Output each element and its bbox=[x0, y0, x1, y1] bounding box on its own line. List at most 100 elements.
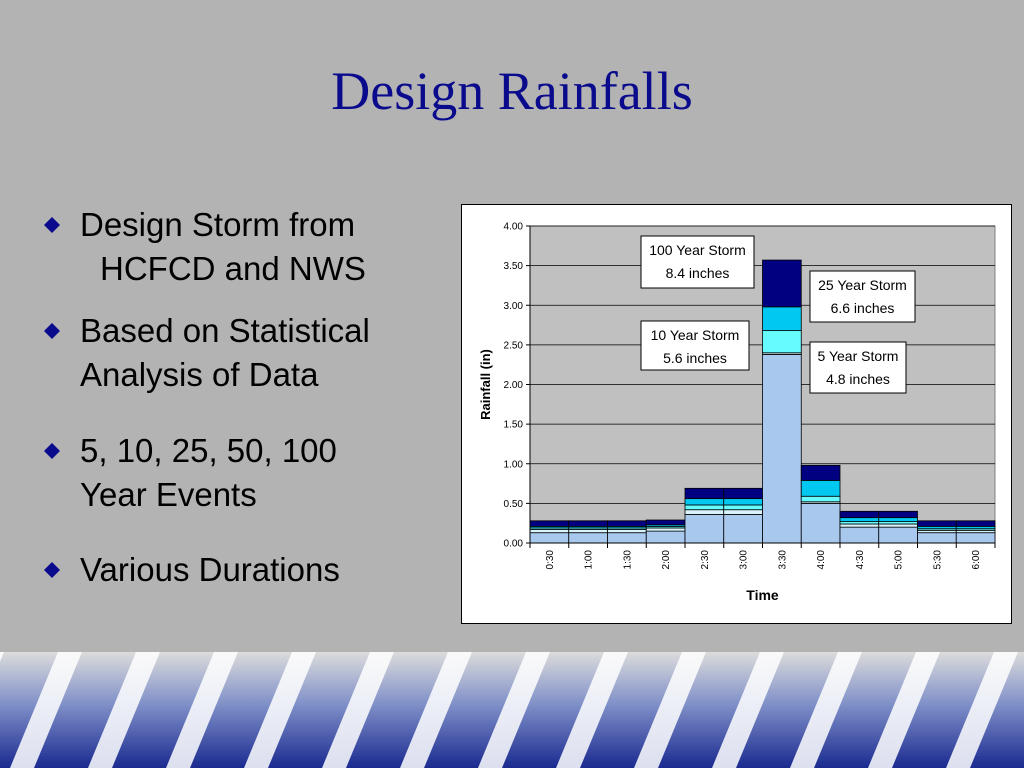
bar-segment bbox=[568, 520, 608, 527]
bullet-text: Design Storm from HCFCD and NWS bbox=[80, 203, 366, 291]
x-tick-label: 2:00 bbox=[661, 550, 672, 570]
y-tick-label: 3.50 bbox=[504, 261, 524, 272]
x-tick-label: 5:30 bbox=[932, 550, 943, 570]
diagonal-stripe bbox=[868, 652, 940, 768]
y-tick-label: 0.50 bbox=[504, 499, 524, 510]
bullet-text: 5, 10, 25, 50, 100 Year Events bbox=[80, 429, 337, 517]
diamond-bullet-icon bbox=[44, 562, 60, 578]
rainfall-chart: 0.00 0.50 1.00 1.50 2.00 2.50 3.00 3.50 4.00 0:30… bbox=[478, 222, 996, 603]
bar-segment bbox=[568, 532, 608, 544]
bar-segment bbox=[800, 495, 841, 503]
diagonal-stripe bbox=[0, 652, 4, 662]
diagonal-stripe bbox=[712, 652, 784, 768]
annotation-text: 10 Year Storm bbox=[651, 327, 740, 343]
x-tick-label: 5:00 bbox=[894, 550, 905, 570]
x-tick-label: 3:00 bbox=[739, 550, 750, 570]
bar-segment bbox=[723, 509, 763, 515]
annotation-box bbox=[809, 341, 907, 394]
x-tick-label: 1:30 bbox=[622, 550, 633, 570]
diamond-bullet-icon bbox=[44, 323, 60, 339]
bullet-line: Year Events bbox=[80, 476, 257, 513]
bar-segment bbox=[684, 487, 725, 500]
x-tick-label: 6:00 bbox=[971, 550, 982, 570]
y-tick-label: 3.00 bbox=[504, 301, 524, 312]
bar-segment bbox=[800, 479, 841, 497]
bar-segment bbox=[723, 514, 763, 544]
bar-segment bbox=[723, 487, 763, 500]
y-tick-label: 2.00 bbox=[504, 380, 524, 391]
x-tick-label: 2:30 bbox=[700, 550, 711, 570]
bar-segment bbox=[878, 526, 918, 544]
diamond-bullet-icon bbox=[44, 443, 60, 459]
x-tick-label: 4:00 bbox=[816, 550, 827, 570]
x-tick-label: 1:00 bbox=[584, 550, 595, 570]
bar-segment bbox=[917, 520, 957, 527]
bar-segment bbox=[878, 517, 918, 523]
bar-segment bbox=[839, 526, 880, 544]
bar-segment bbox=[878, 510, 918, 519]
y-tick-label: 4.00 bbox=[504, 222, 524, 233]
bullet-line: Design Storm from bbox=[80, 206, 356, 243]
bar-segment bbox=[568, 529, 608, 534]
diagonal-stripe bbox=[790, 652, 862, 768]
diagonal-stripe bbox=[478, 652, 550, 768]
footer-decoration bbox=[0, 652, 1024, 768]
bar-segment bbox=[684, 504, 725, 511]
annotation-text: 100 Year Storm bbox=[649, 242, 746, 258]
bar-segment bbox=[607, 520, 647, 527]
bar-segment bbox=[839, 510, 880, 519]
bar-segment bbox=[839, 517, 880, 523]
bar-segment bbox=[529, 532, 570, 544]
annotation-box bbox=[809, 270, 916, 323]
diagonal-stripe bbox=[10, 652, 82, 768]
annotation-text: 8.4 inches bbox=[666, 265, 730, 281]
y-tick-label: 1.50 bbox=[504, 420, 524, 431]
annotation-text: 4.8 inches bbox=[826, 371, 890, 387]
diagonal-stripe bbox=[946, 652, 1018, 768]
bar-segment bbox=[762, 353, 802, 544]
y-tick-label: 2.50 bbox=[504, 340, 524, 351]
x-tick-label: 0:30 bbox=[545, 550, 556, 570]
bar-segment bbox=[607, 529, 647, 534]
bullet-line: Various Durations bbox=[80, 551, 340, 588]
bar-segment bbox=[723, 498, 763, 506]
diagonal-stripe bbox=[322, 652, 394, 768]
annotation-text: 25 Year Storm bbox=[818, 277, 907, 293]
bullet-line: HCFCD and NWS bbox=[100, 250, 366, 287]
y-tick-label: 0.00 bbox=[504, 539, 524, 550]
bar-segment bbox=[529, 529, 570, 534]
diagonal-stripe bbox=[556, 652, 628, 768]
diagonal-stripe bbox=[244, 652, 316, 768]
bar-segment bbox=[684, 514, 725, 544]
y-tick-label: 1.00 bbox=[504, 459, 524, 470]
annotation-box bbox=[640, 235, 755, 289]
bullet-line: Analysis of Data bbox=[80, 356, 319, 393]
bullet-text: Various Durations bbox=[80, 548, 340, 592]
bar-segment bbox=[878, 523, 918, 528]
bar-segment bbox=[800, 502, 841, 544]
bar-segment bbox=[955, 520, 996, 527]
bar-segment bbox=[645, 527, 686, 532]
x-axis-title: Time bbox=[746, 587, 779, 603]
bar-segment bbox=[684, 509, 725, 515]
diamond-bullet-icon bbox=[44, 217, 60, 233]
chart-container: 0.00 0.50 1.00 1.50 2.00 2.50 3.00 3.50 4.00 0:30… bbox=[461, 204, 1012, 624]
x-tick-label: 4:30 bbox=[855, 550, 866, 570]
bullet-line: 5, 10, 25, 50, 100 bbox=[80, 432, 337, 469]
bar-segment bbox=[955, 532, 996, 544]
diagonal-stripe bbox=[400, 652, 472, 768]
bullet-line: Based on Statistical bbox=[80, 312, 370, 349]
diagonal-stripes-decoration bbox=[0, 652, 1018, 768]
diagonal-stripe bbox=[88, 652, 160, 768]
bullet-text: Based on Statistical Analysis of Data bbox=[80, 309, 370, 397]
bar-segment bbox=[762, 306, 802, 332]
bar-segment bbox=[762, 259, 802, 308]
x-tick-label: 3:30 bbox=[777, 550, 788, 570]
bar-segment bbox=[645, 519, 686, 526]
annotation-box bbox=[640, 320, 750, 371]
bar-segment bbox=[800, 464, 841, 481]
bar-segment bbox=[645, 530, 686, 544]
slide-title: Design Rainfalls bbox=[331, 61, 693, 121]
bar-segment bbox=[684, 498, 725, 506]
